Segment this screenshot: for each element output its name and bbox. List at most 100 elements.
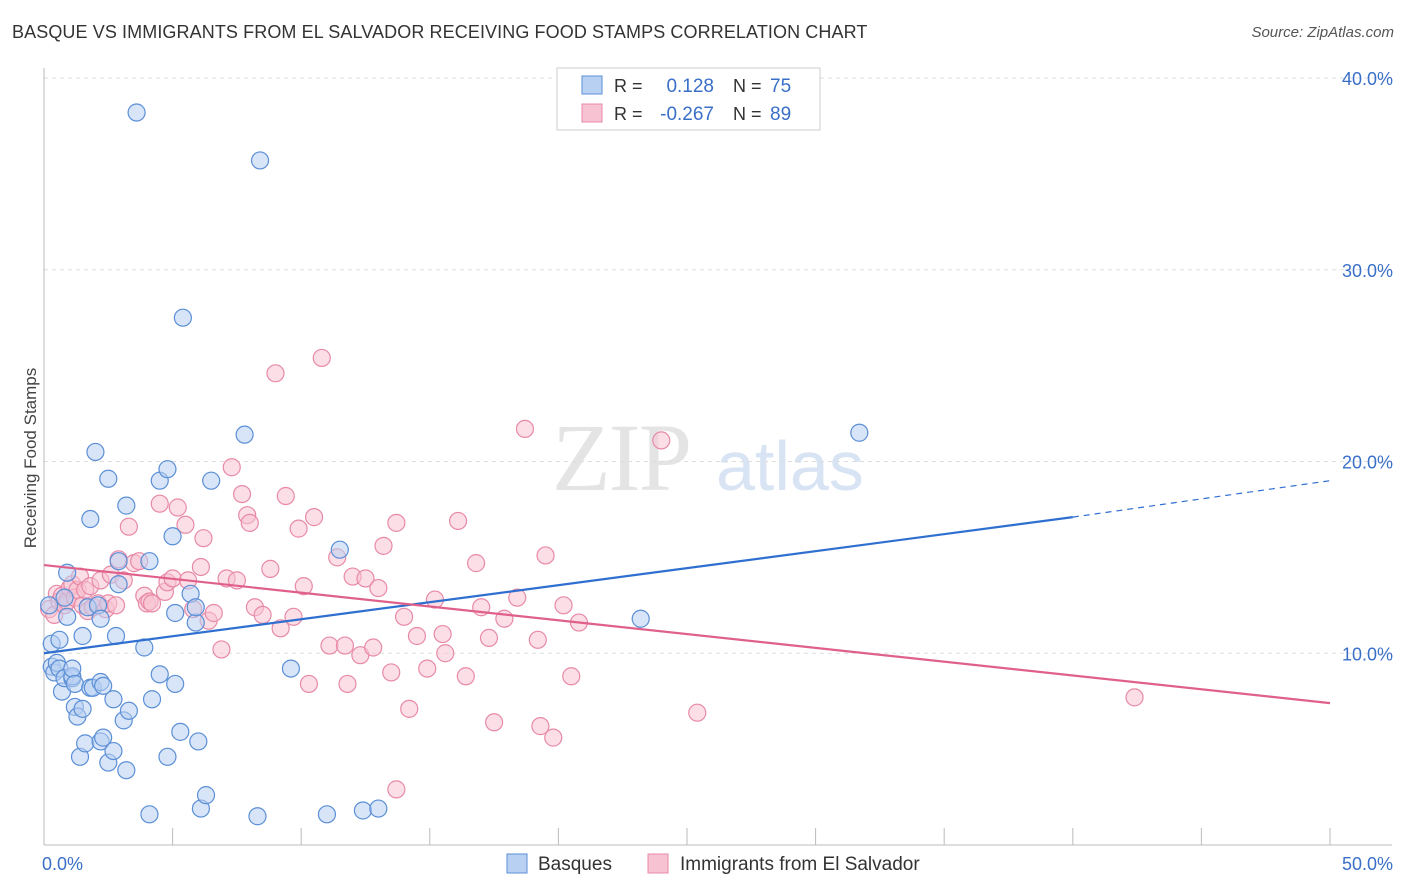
basque-point (99, 469, 118, 488)
basque-point (73, 626, 92, 646)
basque-point (142, 690, 162, 709)
salvador-point (554, 596, 573, 615)
salvador-point (531, 717, 550, 736)
salvador-point (253, 605, 272, 625)
salvador-point (1125, 688, 1144, 707)
salvador-point (508, 588, 527, 607)
basque-point (140, 805, 159, 824)
salvador-point (212, 640, 231, 659)
salvador-point (515, 419, 535, 439)
salvador-point (294, 577, 313, 596)
salvador-point (374, 536, 393, 555)
salvador-point (407, 626, 427, 646)
salvador-point (191, 557, 210, 577)
legend-bottom-swatch-salvador[interactable] (647, 853, 669, 874)
y-tick-label-2: 30.0% (1342, 261, 1393, 281)
basque-point (140, 552, 159, 571)
legend-r-label-2: R = (614, 104, 643, 124)
chart-title: BASQUE VS IMMIGRANTS FROM EL SALVADOR RE… (12, 22, 868, 42)
salvador-point (652, 431, 671, 450)
basque-point (248, 807, 267, 826)
legend-bottom-swatch-basques[interactable] (506, 853, 528, 874)
x-tick-label-max: 50.0% (1342, 854, 1393, 874)
salvador-point (204, 603, 223, 623)
salvador-point (400, 699, 419, 718)
basque-point (202, 471, 221, 490)
salvador-point (119, 517, 138, 536)
basque-point (173, 308, 192, 327)
salvador-point (369, 578, 388, 598)
basque-point (58, 607, 77, 626)
salvador-point (271, 619, 290, 638)
basque-point (127, 103, 146, 122)
basque-point (235, 425, 254, 444)
salvador-point (688, 703, 707, 722)
salvador-point (289, 519, 308, 538)
legend-r-value-2: -0.267 (660, 104, 714, 125)
salvador-point (284, 607, 303, 626)
salvador-point (150, 494, 169, 513)
legend-n-value-1: 75 (770, 76, 791, 97)
basque-point (81, 509, 100, 529)
salvador-point (479, 628, 499, 648)
salvador-point (418, 659, 437, 678)
salvador-point (364, 638, 383, 657)
salvador-point (394, 607, 414, 626)
salvador-point (320, 636, 339, 655)
basque-point (65, 674, 84, 694)
legend-bottom-label-salvador[interactable]: Immigrants from El Salvador (680, 854, 920, 875)
salvador-point (338, 674, 357, 694)
salvador-point (436, 644, 455, 663)
y-tick-label-0: 10.0% (1342, 644, 1393, 664)
basque-point (163, 527, 182, 546)
basque-points (40, 103, 869, 826)
salvador-point (142, 594, 162, 613)
basque-point (189, 732, 208, 751)
basque-point (94, 728, 113, 747)
legend-n-label-1: N = (733, 76, 762, 96)
legend-bottom-label-basques[interactable]: Basques (538, 854, 612, 875)
salvador-point (276, 486, 295, 506)
basque-point (186, 613, 205, 632)
legend-r-label-1: R = (614, 76, 643, 96)
salvador-point (562, 667, 581, 686)
salvador-point (466, 554, 486, 573)
basque-point (281, 659, 301, 678)
salvador-point (485, 713, 504, 732)
trend-lines (43, 480, 1331, 705)
salvador-point (194, 529, 213, 548)
legend-swatch-salvador (581, 103, 603, 123)
legend-n-label-2: N = (733, 104, 762, 124)
basque-point (631, 609, 650, 628)
basque-point (850, 423, 869, 442)
salvador-point (528, 630, 547, 649)
basque-point (109, 552, 128, 571)
axes (43, 68, 1392, 846)
salvador-point (433, 624, 452, 644)
watermark-atlas: atlas (716, 427, 864, 505)
basque-point (369, 799, 388, 818)
basque-point (150, 665, 169, 684)
salvador-point (106, 596, 126, 615)
salvador-point (536, 546, 555, 565)
y-axis-label: Receiving Food Stamps (21, 368, 40, 548)
basque-point (166, 603, 185, 623)
basque-point (158, 460, 177, 479)
basque-point (94, 676, 113, 695)
basque-trend-extension (1072, 480, 1331, 518)
legend-series: Basques Immigrants from El Salvador (506, 853, 920, 875)
basque-point (158, 747, 177, 766)
y-tick-labels: 10.0% 20.0% 30.0% 40.0% (1342, 69, 1393, 664)
salvador-point (387, 513, 406, 532)
salvador-point (240, 513, 259, 532)
salvador-point (176, 515, 195, 534)
salvador-point (222, 458, 241, 477)
basque-point (55, 588, 74, 607)
salvador-point (356, 569, 375, 588)
salvador-point (168, 498, 187, 517)
basque-point (117, 496, 136, 515)
salvador-point (382, 663, 401, 682)
basque-point (73, 699, 92, 718)
legend-swatch-basques (581, 75, 603, 95)
x-tick-label-min: 0.0% (42, 854, 83, 874)
